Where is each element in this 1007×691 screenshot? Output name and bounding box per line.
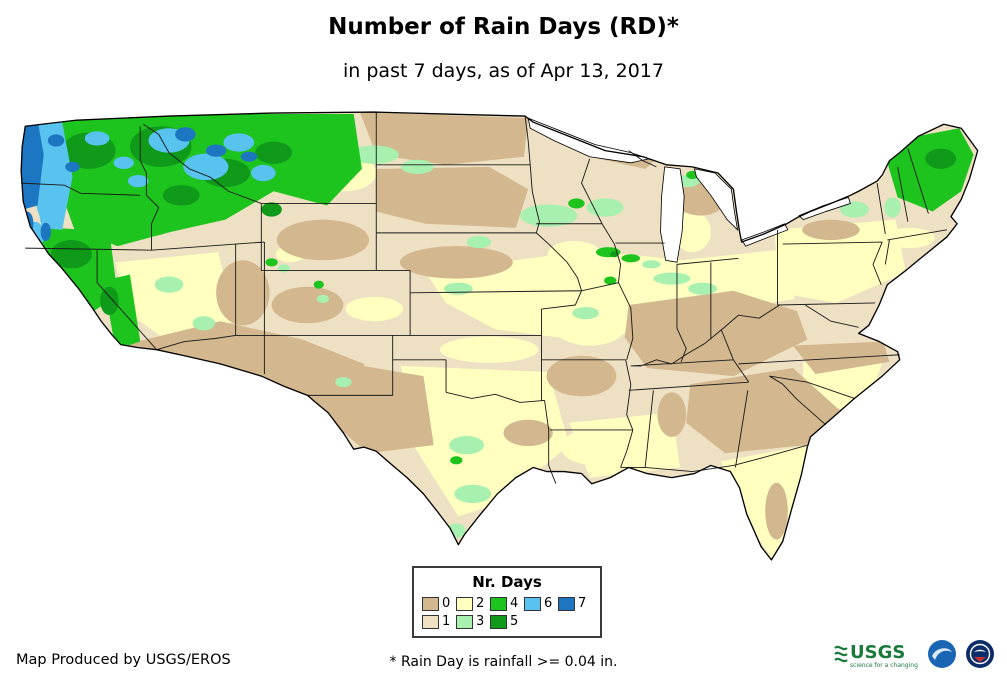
usgs-logo-tagline: science for a changing world bbox=[850, 662, 919, 669]
legend-item-5: 5 bbox=[490, 614, 524, 629]
legend-item-2: 2 bbox=[456, 596, 490, 611]
rain-overlay bbox=[21, 112, 978, 560]
us-rain-days-map bbox=[15, 110, 990, 567]
us-outline bbox=[20, 111, 979, 561]
usgs-logo-text: USGS bbox=[850, 642, 905, 663]
legend-item-0: 0 bbox=[422, 596, 456, 611]
map-credit: Map Produced by USGS/EROS bbox=[16, 652, 231, 668]
legend-label-5: 5 bbox=[510, 614, 519, 629]
legend-label-0: 0 bbox=[442, 596, 451, 611]
lake-huron bbox=[693, 168, 739, 232]
legend-swatch-0 bbox=[422, 596, 439, 611]
legend-label-2: 2 bbox=[476, 596, 485, 611]
legend-swatch-1 bbox=[422, 614, 439, 629]
legend-item-3: 3 bbox=[456, 614, 490, 629]
legend-row: 0 2 4 6 7 bbox=[422, 596, 592, 611]
legend-item-7: 7 bbox=[558, 596, 592, 611]
map-svg bbox=[20, 111, 979, 561]
legend-swatch-5 bbox=[490, 614, 507, 629]
page-subtitle: in past 7 days, as of Apr 13, 2017 bbox=[343, 60, 664, 82]
agency-logos: USGS science for a changing world bbox=[833, 638, 995, 670]
lake-erie bbox=[741, 223, 789, 247]
legend-swatch-6 bbox=[524, 596, 541, 611]
legend-label-4: 4 bbox=[510, 596, 519, 611]
legend-label-1: 1 bbox=[442, 614, 451, 629]
legend-rows: 0 2 4 6 7 1 3 5 bbox=[422, 596, 592, 629]
lake-superior bbox=[527, 117, 651, 164]
legend-item-4: 4 bbox=[490, 596, 524, 611]
legend-label-3: 3 bbox=[476, 614, 485, 629]
legend-swatch-2 bbox=[456, 596, 473, 611]
lake-ontario bbox=[798, 196, 851, 221]
legend-label-6: 6 bbox=[544, 596, 553, 611]
legend-swatch-4 bbox=[490, 596, 507, 611]
usgs-logo: USGS science for a changing world bbox=[834, 642, 919, 669]
rain-day-definition: * Rain Day is rainfall >= 0.04 in. bbox=[389, 654, 618, 670]
lake-michigan bbox=[660, 166, 685, 263]
legend: Nr. Days 0 2 4 6 7 1 3 5 bbox=[412, 566, 602, 638]
noaa-logo bbox=[928, 640, 956, 668]
state-borders bbox=[21, 112, 947, 484]
legend-label-7: 7 bbox=[578, 596, 587, 611]
legend-row: 1 3 5 bbox=[422, 614, 592, 629]
legend-title: Nr. Days bbox=[472, 573, 542, 591]
legend-item-6: 6 bbox=[524, 596, 558, 611]
legend-swatch-3 bbox=[456, 614, 473, 629]
legend-swatch-7 bbox=[558, 596, 575, 611]
legend-item-1: 1 bbox=[422, 614, 456, 629]
nws-logo bbox=[966, 640, 994, 668]
page-title: Number of Rain Days (RD)* bbox=[328, 14, 679, 40]
